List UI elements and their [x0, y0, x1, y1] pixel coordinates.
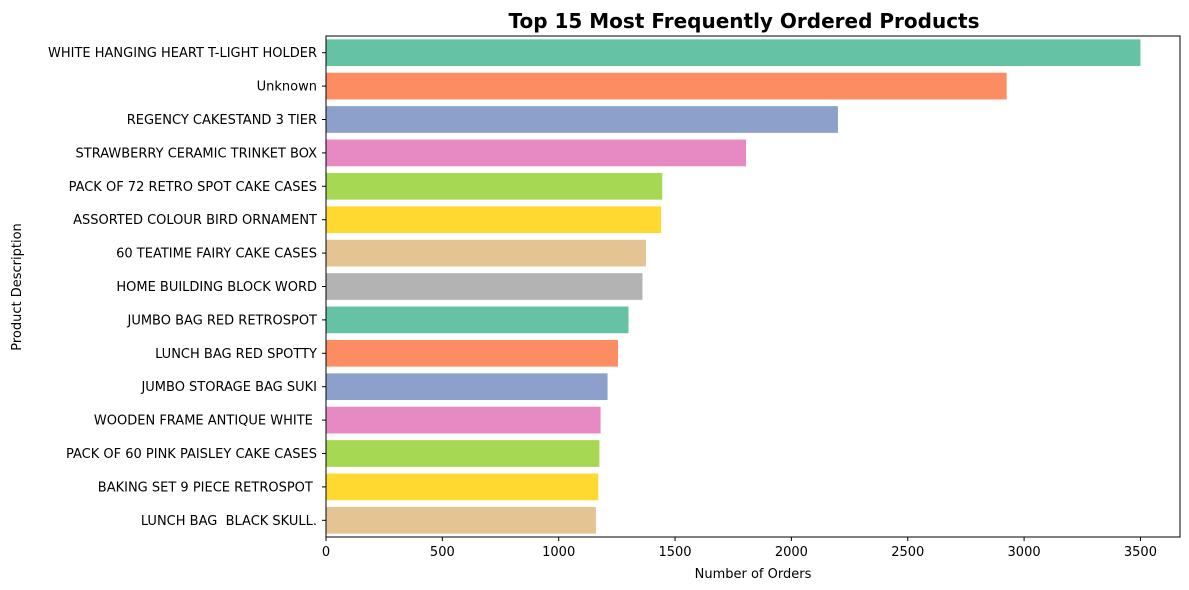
bar [326, 106, 838, 133]
x-tick-label: 2000 [775, 545, 808, 560]
bar [326, 39, 1141, 67]
bar [326, 373, 608, 401]
y-tick-label: JUMBO STORAGE BAG SUKI [140, 380, 317, 395]
chart-title: Top 15 Most Frequently Ordered Products [508, 9, 979, 33]
bar [326, 72, 1007, 100]
bars-group [326, 39, 1141, 534]
bar [326, 172, 663, 200]
y-tick-label: 60 TEATIME FAIRY CAKE CASES [116, 247, 317, 262]
y-tick-label: JUMBO BAG RED RETROSPOT [126, 313, 317, 328]
x-tick-label: 3500 [1124, 545, 1157, 560]
bar [326, 440, 600, 467]
bar [326, 339, 619, 367]
y-tick-label: LUNCH BAG BLACK SKULL. [141, 514, 317, 529]
y-tick-label: STRAWBERRY CERAMIC TRINKET BOX [76, 146, 318, 161]
bar [326, 306, 629, 334]
x-tick-label: 500 [430, 545, 455, 560]
bar [326, 239, 646, 267]
bar [326, 506, 596, 534]
plot-frame [325, 35, 1181, 538]
y-tick-label: ASSORTED COLOUR BIRD ORNAMENT [73, 213, 317, 228]
x-tick-label: 1500 [658, 545, 691, 560]
bar [326, 473, 599, 501]
y-tick-label: LUNCH BAG RED SPOTTY [155, 347, 317, 362]
y-tick-label: Unknown [257, 80, 317, 95]
y-tick-label: WHITE HANGING HEART T-LIGHT HOLDER [48, 46, 317, 61]
y-tick-label: BAKING SET 9 PIECE RETROSPOT [98, 480, 317, 495]
y-axis-label: Product Description [10, 223, 25, 351]
y-tick-label: PACK OF 60 PINK PAISLEY CAKE CASES [66, 447, 317, 462]
x-axis-ticks: 0 500 1000 1500 2000 2500 3000 3500 [322, 537, 1157, 560]
y-tick-label: PACK OF 72 RETRO SPOT CAKE CASES [69, 180, 317, 195]
x-tick-label: 0 [322, 545, 330, 560]
y-tick-label: HOME BUILDING BLOCK WORD [116, 280, 317, 295]
x-tick-label: 1000 [542, 545, 575, 560]
y-tick-label: REGENCY CAKESTAND 3 TIER [127, 113, 317, 128]
bar [326, 273, 643, 300]
bar [326, 406, 601, 434]
bar [326, 206, 662, 234]
x-tick-label: 3000 [1008, 545, 1041, 560]
y-tick-label: WOODEN FRAME ANTIQUE WHITE [94, 414, 317, 429]
y-axis-ticks: WHITE HANGING HEART T-LIGHT HOLDER Unknow… [48, 46, 326, 529]
x-axis-label: Number of Orders [695, 567, 812, 582]
x-tick-label: 2500 [891, 545, 924, 560]
bar [326, 139, 747, 167]
